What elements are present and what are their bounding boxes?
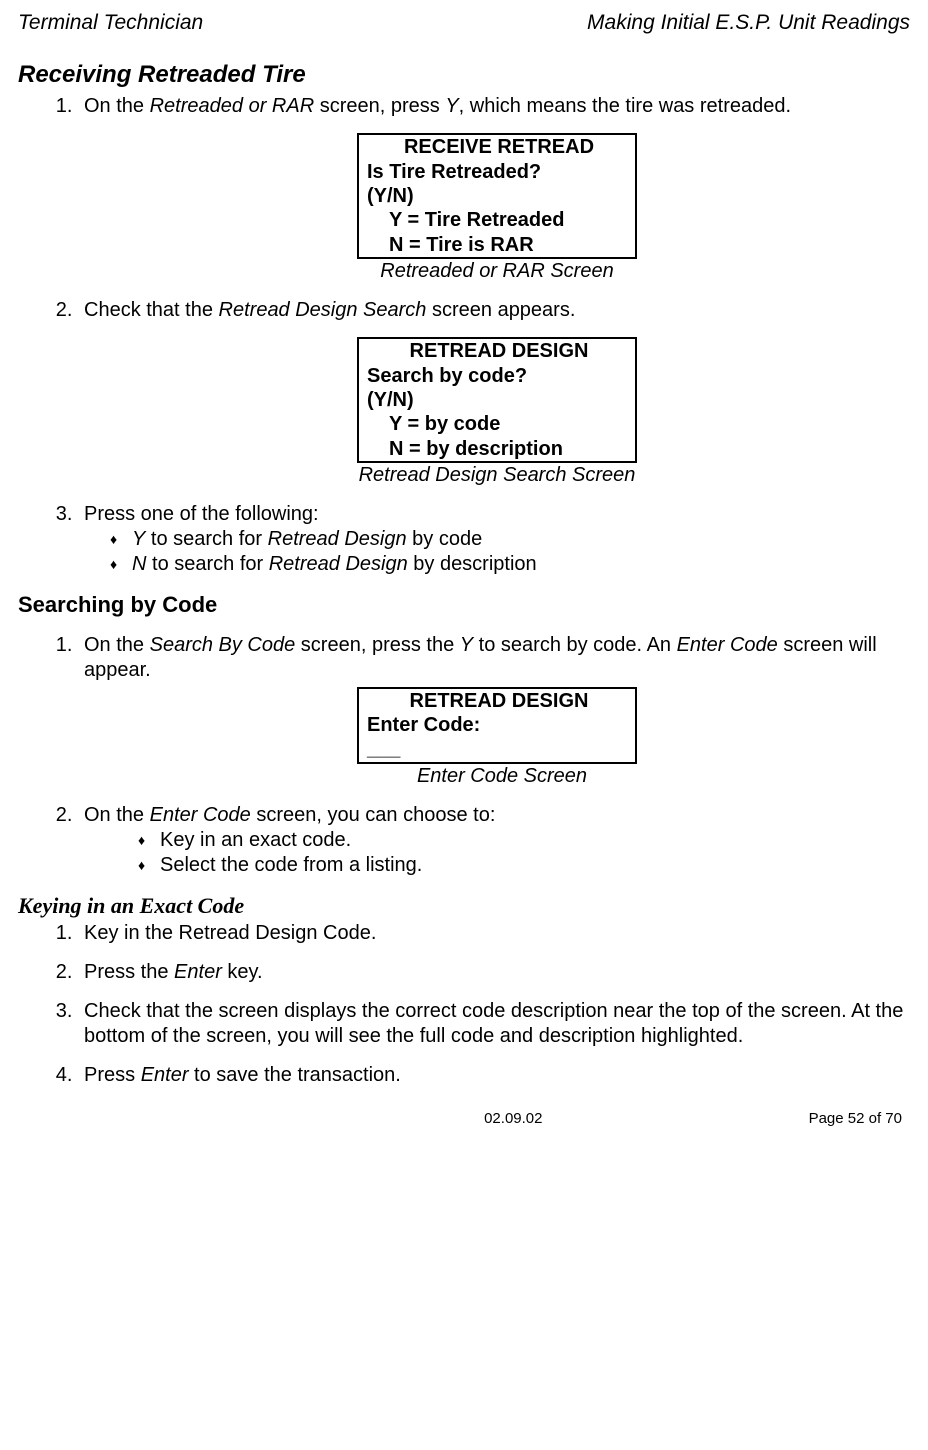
- text: to search by code. An: [473, 634, 676, 656]
- text: On the: [84, 804, 150, 826]
- screen-caption: Enter Code Screen: [84, 764, 910, 789]
- text: to search for: [146, 553, 268, 575]
- footer-date: 02.09.02: [18, 1110, 809, 1129]
- key-name: Y: [445, 95, 458, 117]
- keying-exact-steps: Key in the Retread Design Code. Press th…: [18, 921, 910, 1088]
- page-header: Terminal Technician Making Initial E.S.P…: [18, 10, 910, 36]
- searching-by-code-title: Searching by Code: [18, 591, 910, 619]
- sbc-step-2-options: Key in an exact code. Select the code fr…: [84, 828, 910, 878]
- key-name: Y: [132, 528, 145, 550]
- text: screen, press: [314, 95, 445, 117]
- step-2: Check that the Retread Design Search scr…: [78, 298, 910, 488]
- text: Check that the: [84, 299, 219, 321]
- ke-step-3: Check that the screen displays the corre…: [78, 999, 910, 1049]
- screen-name: Retread Design: [269, 553, 408, 575]
- screen-option: Y = by code: [367, 412, 631, 436]
- list-item: Key in an exact code.: [138, 828, 910, 853]
- sbc-step-1: On the Search By Code screen, press the …: [78, 633, 910, 789]
- screen-option: Y = Tire Retreaded: [367, 208, 631, 232]
- text: key.: [222, 961, 263, 983]
- text: screen, press the: [295, 634, 460, 656]
- text: Press: [84, 1064, 141, 1086]
- screen-line: (Y/N): [367, 388, 631, 412]
- enter-code-screen: RETREAD DESIGN Enter Code: ___: [357, 687, 637, 764]
- step-3: Press one of the following: Y to search …: [78, 502, 910, 577]
- screen-line: (Y/N): [367, 184, 631, 208]
- screen-title: RETREAD DESIGN: [367, 689, 631, 713]
- retread-design-search-screen: RETREAD DESIGN Search by code? (Y/N) Y =…: [357, 337, 637, 463]
- screen-option: N = Tire is RAR: [367, 233, 631, 257]
- text: by code: [407, 528, 483, 550]
- header-left: Terminal Technician: [18, 10, 203, 36]
- section-title: Receiving Retreaded Tire: [18, 60, 910, 90]
- text: On the: [84, 95, 150, 117]
- keying-exact-title: Keying in an Exact Code: [18, 892, 910, 920]
- screen-option: N = by description: [367, 437, 631, 461]
- ke-step-4: Press Enter to save the transaction.: [78, 1063, 910, 1088]
- text: screen, you can choose to:: [251, 804, 496, 826]
- screen-name: Retreaded or RAR: [150, 95, 315, 117]
- header-right: Making Initial E.S.P. Unit Readings: [587, 10, 910, 36]
- text: , which means the tire was retreaded.: [459, 95, 791, 117]
- text: to search for: [145, 528, 267, 550]
- receive-retread-screen: RECEIVE RETREAD Is Tire Retreaded? (Y/N)…: [357, 133, 637, 259]
- screen-name: Enter Code: [677, 634, 778, 656]
- screen-line: Search by code?: [367, 364, 631, 388]
- screen-name: Search By Code: [150, 634, 296, 656]
- text: by description: [408, 553, 537, 575]
- list-item: Y to search for Retread Design by code: [110, 527, 910, 552]
- ke-step-2: Press the Enter key.: [78, 960, 910, 985]
- search-by-code-steps: On the Search By Code screen, press the …: [18, 633, 910, 878]
- text: Press one of the following:: [84, 503, 319, 525]
- screen-caption: Retreaded or RAR Screen: [84, 259, 910, 284]
- ke-step-1: Key in the Retread Design Code.: [78, 921, 910, 946]
- screen-name: Enter Code: [150, 804, 251, 826]
- key-name: Enter: [141, 1064, 189, 1086]
- text: On the: [84, 634, 150, 656]
- screen-name: Retread Design: [268, 528, 407, 550]
- key-name: Y: [460, 634, 473, 656]
- page-footer: 02.09.02 Page 52 of 70: [18, 1110, 910, 1129]
- text: to save the transaction.: [189, 1064, 401, 1086]
- step-1: On the Retreaded or RAR screen, press Y,…: [78, 94, 910, 284]
- screen-line: Enter Code:: [367, 713, 631, 737]
- screen-title: RECEIVE RETREAD: [367, 135, 631, 159]
- screen-line: Is Tire Retreaded?: [367, 160, 631, 184]
- screen-name: Retread Design Search: [219, 299, 427, 321]
- receiving-steps: On the Retreaded or RAR screen, press Y,…: [18, 94, 910, 577]
- list-item: Select the code from a listing.: [138, 853, 910, 878]
- sbc-step-2: On the Enter Code screen, you can choose…: [78, 803, 910, 878]
- screen-blank: ___: [367, 737, 631, 761]
- screen-title: RETREAD DESIGN: [367, 339, 631, 363]
- text: screen appears.: [426, 299, 575, 321]
- list-item: N to search for Retread Design by descri…: [110, 552, 910, 577]
- footer-page: Page 52 of 70: [809, 1110, 902, 1129]
- step-3-options: Y to search for Retread Design by code N…: [84, 527, 910, 577]
- key-name: N: [132, 553, 146, 575]
- screen-caption: Retread Design Search Screen: [84, 463, 910, 488]
- text: Press the: [84, 961, 174, 983]
- key-name: Enter: [174, 961, 222, 983]
